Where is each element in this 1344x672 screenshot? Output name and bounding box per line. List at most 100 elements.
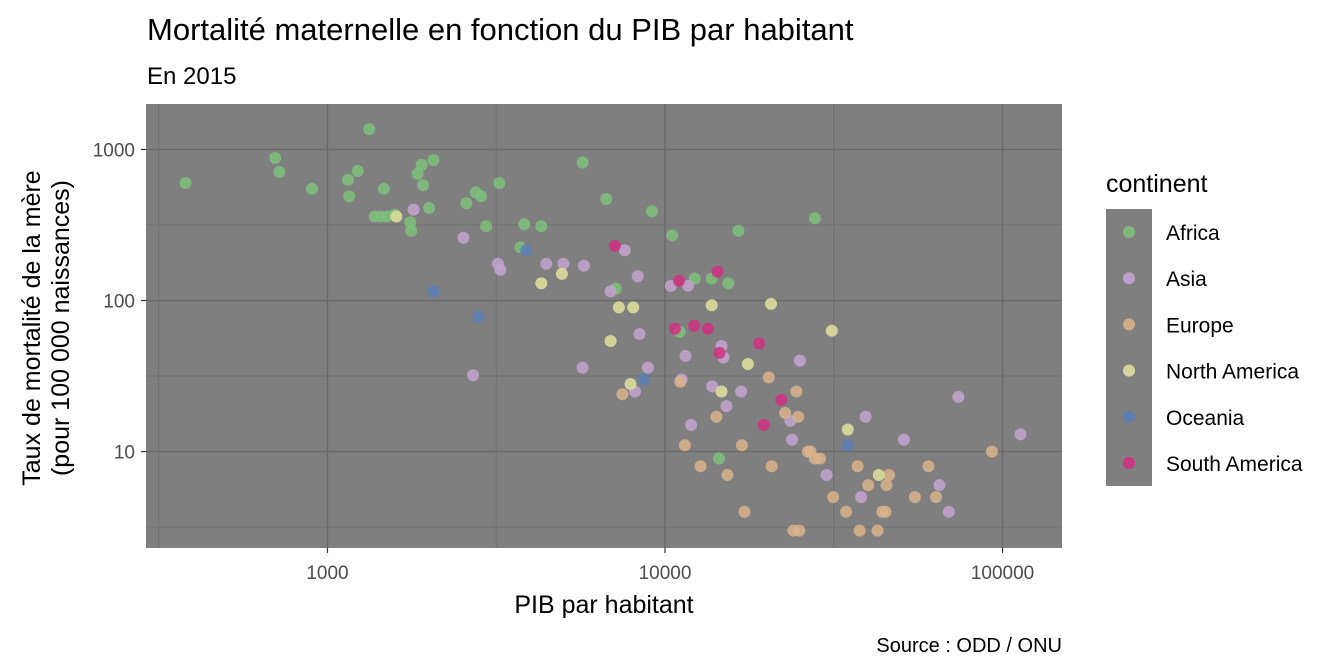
legend-key-north-america [1123, 364, 1135, 377]
point-africa [732, 224, 745, 237]
legend-key-oceania [1123, 410, 1135, 423]
point-asia [942, 505, 955, 518]
point-asia [793, 354, 806, 367]
point-north-america [627, 301, 640, 314]
point-asia [618, 244, 631, 257]
point-europe [674, 375, 687, 388]
point-europe [616, 388, 629, 401]
point-north-america [612, 301, 625, 314]
point-asia [604, 285, 617, 298]
point-africa [808, 212, 821, 225]
point-south-america [757, 419, 770, 431]
y-tick-label: 10 [114, 443, 135, 464]
point-asia [631, 270, 644, 283]
point-oceania [637, 373, 650, 386]
legend: continent Africa Asia Europe North America O… [1106, 170, 1303, 486]
point-north-america [555, 267, 568, 280]
chart-caption: Source : ODD / ONU [876, 635, 1062, 657]
point-asia [633, 328, 646, 340]
point-asia [720, 400, 733, 413]
point-europe [930, 491, 942, 504]
point-asia [933, 479, 946, 492]
grid-major [146, 104, 1062, 548]
point-asia [679, 349, 692, 362]
point-north-america [535, 277, 548, 290]
x-axis-title: PIB par habitant [514, 591, 693, 619]
point-asia [557, 257, 570, 270]
y-axis-title: Taux de mortalité de la mère(pour 100 00… [18, 170, 75, 485]
point-europe [793, 524, 806, 537]
point-asia [1014, 428, 1027, 441]
point-europe [851, 460, 864, 473]
legend-key-africa [1123, 226, 1135, 238]
point-south-america [688, 319, 701, 332]
point-europe [694, 460, 707, 473]
point-europe [871, 524, 884, 537]
point-africa [722, 277, 735, 290]
point-north-america [765, 297, 777, 310]
point-africa [363, 123, 376, 136]
point-asia [685, 419, 698, 431]
x-tick-label: 10000 [639, 563, 692, 584]
point-africa [179, 177, 192, 189]
point-asia [682, 279, 694, 292]
legend-label-europe: Europe [1166, 314, 1234, 337]
point-asia [952, 390, 965, 403]
legend-label-south-america: South America [1166, 453, 1303, 476]
x-tick-label: 100000 [971, 563, 1034, 584]
point-africa [405, 224, 418, 237]
point-africa [417, 179, 430, 192]
point-europe [790, 385, 803, 398]
point-asia [855, 491, 868, 504]
point-asia [457, 231, 470, 244]
points-layer [179, 123, 1027, 537]
legend-label-asia: Asia [1166, 268, 1207, 291]
legend-label-north-america: North America [1166, 361, 1299, 384]
point-africa [460, 197, 473, 210]
legend-key-europe [1123, 318, 1135, 331]
point-south-america [713, 346, 726, 359]
point-asia [467, 369, 480, 382]
point-europe [721, 469, 734, 481]
point-africa [475, 190, 487, 203]
legend-key-south-america [1123, 457, 1135, 469]
point-africa [480, 220, 493, 233]
point-africa [377, 182, 390, 195]
point-europe [792, 410, 805, 423]
point-north-america [872, 469, 885, 481]
point-africa [666, 229, 679, 242]
point-africa [535, 220, 548, 233]
point-europe [880, 479, 893, 492]
point-africa [576, 156, 589, 169]
point-north-america [741, 358, 754, 370]
point-europe [827, 491, 840, 504]
point-europe [710, 410, 723, 423]
legend-label-africa: Africa [1166, 222, 1220, 245]
point-africa [713, 452, 725, 465]
point-africa [600, 193, 613, 205]
point-oceania [427, 285, 440, 298]
point-north-america [604, 335, 617, 347]
point-europe [908, 491, 921, 504]
point-oceania [520, 244, 533, 257]
point-oceania [472, 310, 485, 323]
point-asia [494, 263, 507, 276]
chart-subtitle: En 2015 [147, 63, 236, 90]
point-north-america [715, 385, 728, 398]
point-europe [678, 439, 691, 452]
x-tick-label: 1000 [306, 563, 348, 584]
point-asia [859, 410, 872, 423]
point-asia [577, 259, 590, 272]
point-europe [779, 407, 792, 419]
point-africa [342, 173, 354, 186]
point-europe [922, 460, 935, 473]
point-south-america [753, 337, 766, 350]
legend-key-asia [1123, 272, 1135, 285]
point-europe [853, 524, 866, 537]
point-africa [306, 182, 318, 195]
point-africa [273, 165, 286, 178]
point-asia [897, 433, 910, 446]
point-north-america [841, 423, 854, 436]
point-asia [540, 257, 553, 270]
